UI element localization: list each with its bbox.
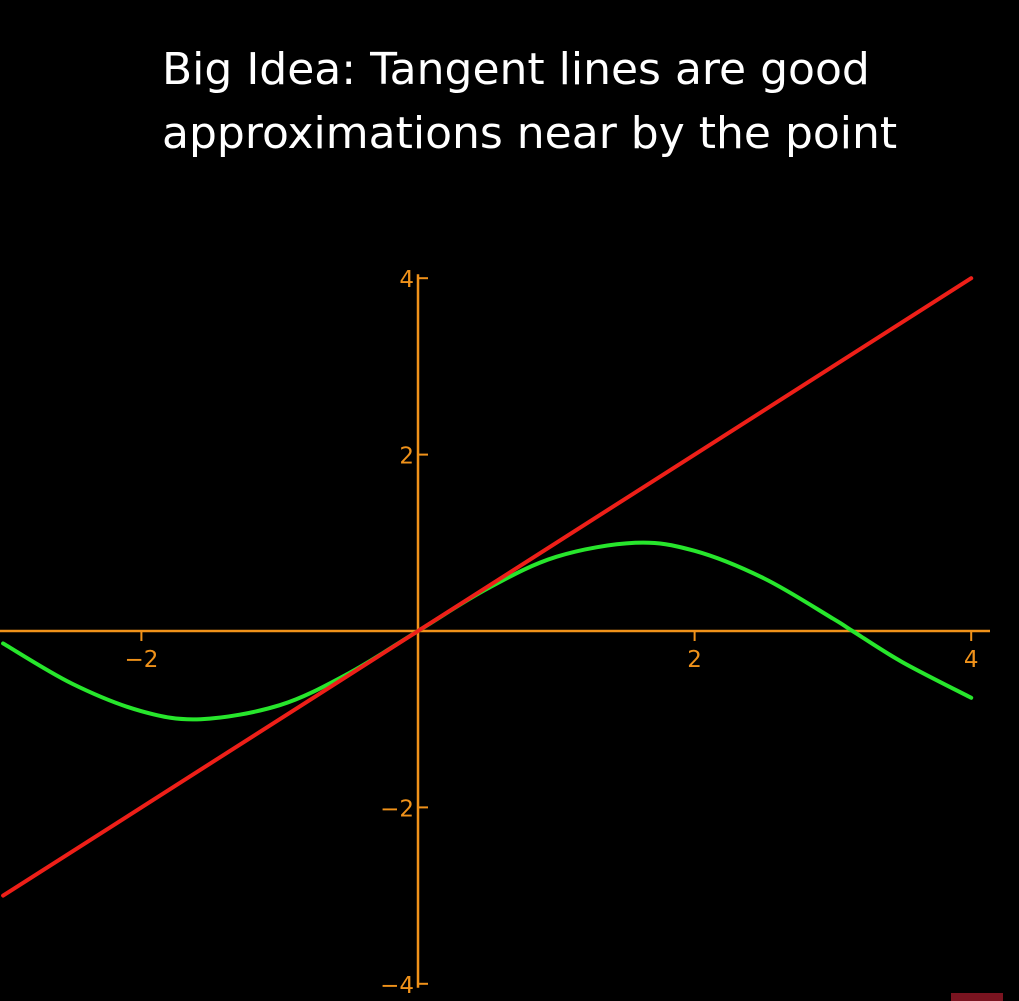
axes (0, 274, 990, 988)
series-layer (1, 276, 974, 898)
slide-title-line-2: approximations near by the point (162, 108, 898, 159)
x-tick-label: 2 (687, 647, 702, 673)
y-tick-label: 2 (399, 444, 414, 470)
slide-title-line-1: Big Idea: Tangent lines are good (162, 44, 870, 95)
x-tick-label: −2 (124, 647, 158, 673)
slide-title: Big Idea: Tangent lines are good approxi… (162, 38, 1002, 166)
tangent-line (1, 276, 974, 898)
y-tick-label: −2 (380, 796, 414, 822)
corner-mark (951, 993, 1003, 1001)
tick-labels: −2 2 4 −4 −2 2 4 (124, 267, 978, 999)
y-tick-label: −4 (380, 973, 414, 999)
x-tick-label: 4 (964, 647, 979, 673)
curve-series (1, 540, 974, 722)
y-tick-label: 4 (399, 267, 414, 293)
